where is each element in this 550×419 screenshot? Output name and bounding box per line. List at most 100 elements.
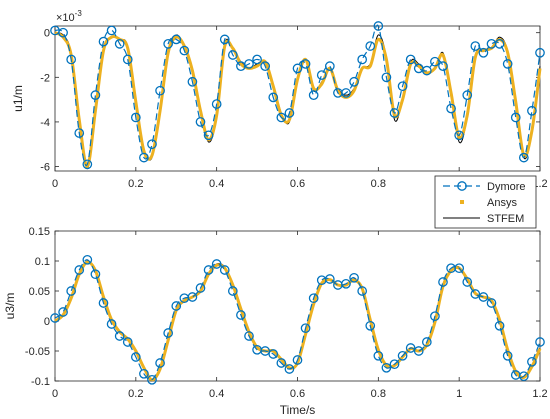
- legend-item-stfem: STFEM: [443, 213, 524, 225]
- data-point: [58, 27, 68, 38]
- data-point: [163, 328, 174, 338]
- data-point: [227, 286, 238, 296]
- data-point: [66, 54, 77, 65]
- data-point: [389, 108, 400, 118]
- data-point: [430, 311, 440, 322]
- x-tick-label: 0.8: [371, 178, 386, 190]
- data-point: [373, 21, 384, 31]
- legend-marker: [457, 181, 467, 191]
- x-tick-label: 1.2: [532, 388, 547, 400]
- data-point: [405, 54, 416, 65]
- data-point: [454, 130, 465, 141]
- data-point: [502, 59, 513, 69]
- y-tick-label: 0.05: [29, 286, 50, 298]
- data-point: [260, 61, 271, 72]
- data-point: [284, 108, 295, 118]
- data-point: [486, 298, 497, 308]
- data-point: [300, 59, 311, 69]
- data-point: [300, 323, 311, 334]
- data-point: [518, 371, 529, 382]
- legend-item-dymore: Dymore: [443, 181, 526, 193]
- data-point: [211, 99, 222, 109]
- data-point: [155, 85, 165, 96]
- data-point: [74, 128, 85, 138]
- data-point: [357, 54, 368, 65]
- legend: Dymore Ansys STFEM: [434, 175, 537, 229]
- data-point: [405, 343, 416, 353]
- x-tick-label: 0.6: [290, 388, 305, 400]
- data-point: [494, 320, 505, 331]
- data-point: [397, 350, 408, 361]
- data-point: [147, 139, 157, 150]
- data-point: [478, 47, 489, 58]
- series-line-ansys: [54, 260, 542, 382]
- data-point: [260, 346, 271, 356]
- y-tick-label: -4: [40, 117, 50, 129]
- x-tick-label: 0: [52, 388, 58, 400]
- series-ansys: [54, 260, 542, 382]
- data-point: [171, 301, 182, 311]
- data-point: [58, 307, 68, 317]
- y-tick-label: -6: [40, 162, 50, 174]
- legend-label: Ansys: [487, 197, 517, 209]
- series-line-dymore: [54, 259, 541, 381]
- data-point: [74, 265, 85, 275]
- y-tick-label: -0.05: [25, 346, 50, 358]
- data-point: [82, 254, 93, 265]
- data-point: [292, 355, 303, 365]
- data-point: [114, 331, 125, 341]
- x-axis-label: Time/s: [280, 403, 316, 417]
- data-point: [147, 374, 157, 385]
- data-point: [510, 112, 521, 123]
- data-point: [244, 59, 254, 69]
- data-point: [389, 359, 400, 370]
- data-point: [527, 356, 537, 367]
- data-point: [502, 350, 513, 361]
- y-axis-label: u3/m: [3, 293, 17, 320]
- data-point: [187, 292, 198, 302]
- data-point: [349, 76, 359, 87]
- series-line-ansys: [54, 31, 542, 169]
- series-dymore: [50, 21, 545, 170]
- legend-label: STFEM: [487, 213, 524, 225]
- data-point: [252, 54, 262, 65]
- data-point: [203, 130, 214, 141]
- data-point: [430, 56, 440, 67]
- axes-bottom: 0 0.2 0.4 0.6 0.8 1 1.2 -0.1 -0.05 0 0.05 0.1 0.15 u3…: [3, 226, 548, 417]
- data-point: [139, 152, 149, 163]
- data-point: [163, 38, 174, 49]
- data-point: [421, 65, 432, 76]
- data-point: [438, 277, 448, 287]
- data-point: [413, 346, 424, 356]
- data-point: [122, 337, 133, 347]
- data-point: [130, 352, 141, 362]
- data-point: [139, 368, 149, 379]
- data-point: [227, 50, 238, 60]
- data-point: [66, 286, 77, 296]
- data-point: [268, 92, 279, 103]
- data-point: [106, 25, 117, 36]
- data-point: [90, 269, 101, 280]
- data-point: [114, 38, 125, 49]
- data-point: [236, 310, 246, 320]
- data-point: [171, 34, 182, 45]
- data-point: [155, 358, 165, 368]
- x-tick-label: 0.8: [371, 388, 386, 400]
- data-point: [90, 90, 101, 101]
- data-point: [308, 90, 319, 101]
- y-tick-label: 0.15: [29, 226, 50, 238]
- data-point: [470, 41, 481, 51]
- data-point: [179, 45, 190, 56]
- series-dymore: [50, 254, 545, 385]
- data-point: [316, 70, 327, 80]
- data-point: [82, 159, 93, 170]
- data-point: [211, 259, 222, 269]
- legend-marker: [460, 200, 464, 204]
- data-point: [446, 103, 456, 114]
- data-point: [106, 319, 117, 329]
- data-point: [478, 292, 489, 302]
- data-point: [518, 152, 529, 163]
- series-ansys: [54, 31, 542, 169]
- y-axis-label: u1/m: [11, 85, 25, 112]
- data-point: [292, 63, 303, 74]
